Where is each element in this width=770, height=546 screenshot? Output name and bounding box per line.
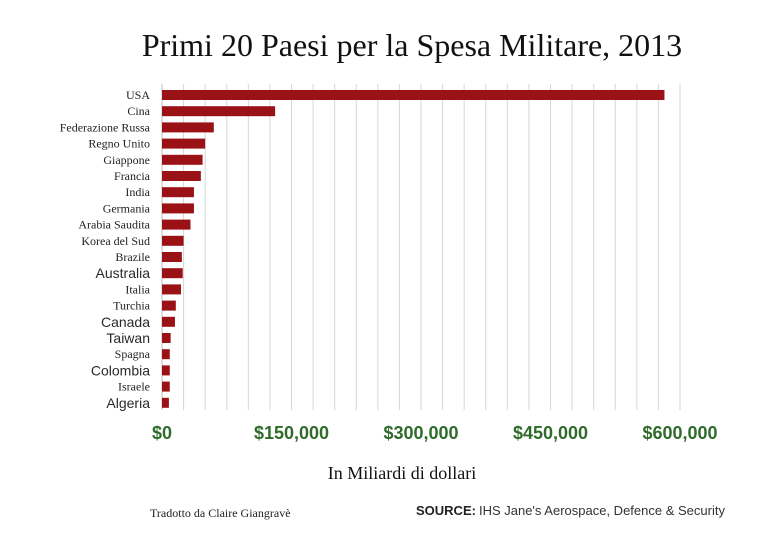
- source-text: IHS Jane's Aerospace, Defence & Security: [479, 503, 725, 518]
- bar-korea-del-sud: [162, 235, 184, 246]
- bar-turchia: [162, 300, 176, 311]
- category-label: Italia: [125, 282, 150, 296]
- bar-india: [162, 187, 194, 198]
- category-label: Israele: [118, 380, 150, 394]
- x-tick-label: $0: [152, 423, 172, 443]
- chart-title: Primi 20 Paesi per la Spesa Militare, 20…: [142, 27, 682, 63]
- bar-canada: [162, 316, 175, 327]
- x-tick-label: $600,000: [642, 423, 717, 443]
- bar-australia: [162, 268, 183, 279]
- bar-regno-unito: [162, 138, 206, 149]
- grid: [161, 84, 681, 410]
- bar-francia: [162, 171, 201, 181]
- bar-algeria: [162, 397, 169, 408]
- category-label: Francia: [114, 169, 151, 183]
- category-label: Korea del Sud: [81, 234, 150, 248]
- bar-israele: [162, 381, 170, 392]
- bar-giappone: [162, 154, 203, 165]
- bar-spagna: [162, 349, 170, 360]
- bar-brazile: [162, 252, 182, 262]
- category-label: Cina: [127, 104, 150, 118]
- bar-usa: [162, 90, 665, 100]
- category-label: Taiwan: [106, 330, 150, 346]
- category-label: India: [125, 185, 150, 199]
- bar-arabia-saudita: [162, 219, 191, 230]
- bar-colombia: [162, 365, 170, 376]
- x-tick-label: $150,000: [254, 423, 329, 443]
- bar-cina: [162, 106, 276, 117]
- source-label: SOURCE:: [416, 503, 476, 518]
- category-label: Brazile: [115, 250, 150, 264]
- category-label: USA: [126, 88, 150, 102]
- category-label: Federazione Russa: [60, 120, 151, 134]
- translation-credit: Tradotto da Claire Giangravè: [150, 506, 291, 520]
- category-label: Australia: [96, 265, 151, 281]
- bar-germania: [162, 203, 194, 214]
- bar-taiwan: [162, 333, 171, 343]
- category-label: Algeria: [106, 395, 150, 411]
- source-line: SOURCE: IHS Jane's Aerospace, Defence & S…: [416, 503, 725, 518]
- x-tick-labels: $0 $150,000 $300,000 $450,000 $600,000: [152, 423, 718, 443]
- category-label: Spagna: [115, 347, 151, 361]
- category-labels: USA Cina Federazione Russa Regno Unito Giapp…: [60, 88, 151, 411]
- x-axis-label: In Miliardi di dollari: [328, 463, 476, 483]
- x-tick-label: $300,000: [383, 423, 458, 443]
- category-label: Canada: [101, 314, 150, 330]
- x-tick-label: $450,000: [513, 423, 588, 443]
- category-label: Colombia: [91, 362, 150, 378]
- bar-italia: [162, 284, 181, 295]
- bar-federazione-russa: [162, 122, 214, 133]
- category-label: Turchia: [113, 299, 151, 313]
- category-label: Arabia Saudita: [78, 218, 150, 232]
- category-label: Germania: [103, 201, 151, 215]
- bars: [162, 90, 665, 408]
- category-label: Giappone: [103, 153, 150, 167]
- category-label: Regno Unito: [88, 137, 150, 151]
